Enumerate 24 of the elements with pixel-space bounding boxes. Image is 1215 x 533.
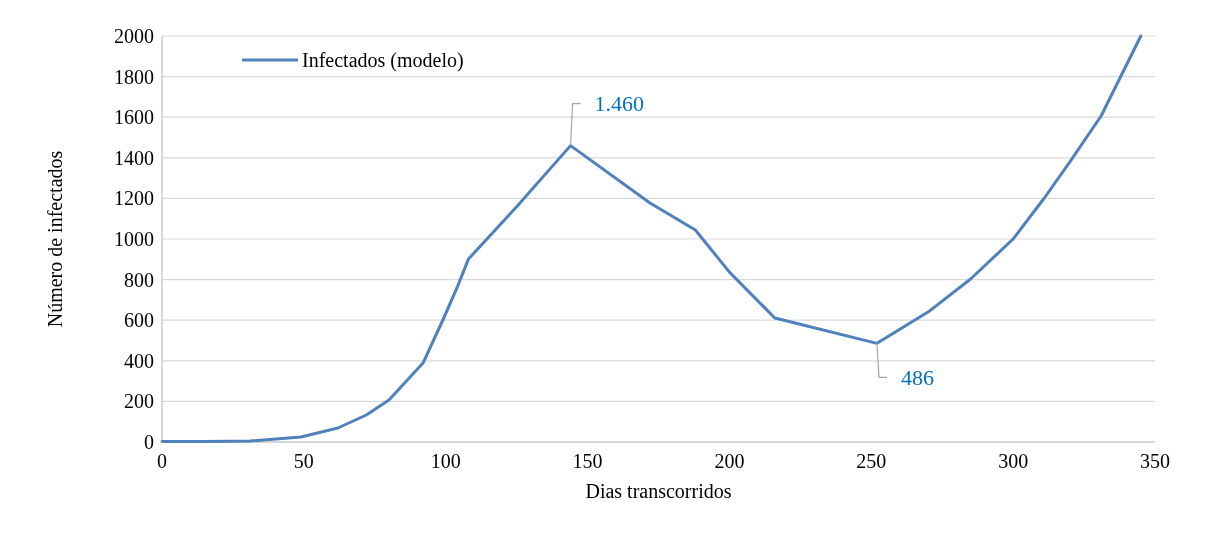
y-tick-label: 1000 — [114, 228, 154, 250]
line-series — [160, 34, 1143, 444]
y-tick-label: 1400 — [114, 146, 154, 169]
x-tick-label: 300 — [998, 450, 1029, 472]
y-tick-label: 0 — [144, 431, 154, 453]
y-tick-label: 400 — [124, 349, 154, 372]
y-tick-label: 2000 — [114, 25, 154, 47]
y-tick-label: 1600 — [114, 106, 154, 129]
annotation: 1.460 — [594, 91, 645, 117]
x-tick-label: 250 — [856, 450, 887, 472]
x-tick-label: 150 — [572, 450, 603, 472]
y-axis-title: Número de infectados — [44, 150, 66, 328]
y-tick-label: 800 — [124, 268, 154, 291]
y-tick-label: 600 — [124, 309, 154, 332]
x-tick-label: 50 — [293, 450, 314, 472]
y-tick-label: 1200 — [114, 187, 154, 210]
x-tick-label: 350 — [1140, 450, 1170, 472]
y-tick-label: 1800 — [114, 65, 154, 88]
x-axis-title: Dias transcorridos — [585, 480, 732, 502]
x-tick-label: 200 — [714, 450, 745, 472]
legend-label: Infectados (modelo) — [302, 49, 464, 72]
annotation: 486 — [900, 365, 934, 391]
x-tick-label: 100 — [430, 450, 461, 472]
y-tick-label: 200 — [124, 390, 154, 413]
